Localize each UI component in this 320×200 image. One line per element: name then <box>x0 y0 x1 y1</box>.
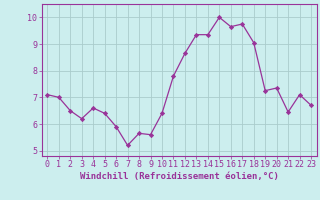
X-axis label: Windchill (Refroidissement éolien,°C): Windchill (Refroidissement éolien,°C) <box>80 172 279 181</box>
